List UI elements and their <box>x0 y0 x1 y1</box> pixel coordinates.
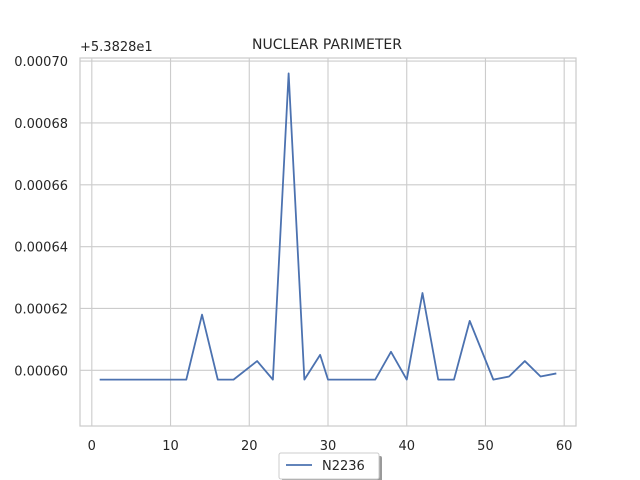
y-axis-offset-label: +5.3828e1 <box>80 40 153 55</box>
legend[interactable]: N2236 <box>278 452 382 480</box>
x-axis-ticks: 0 10 20 30 40 50 60 <box>88 439 573 454</box>
x-tick-label: 20 <box>241 439 258 454</box>
legend-label: N2236 <box>322 459 365 474</box>
y-axis-ticks: 0.00060 0.00062 0.00064 0.00066 0.00068 0.000… <box>14 55 68 379</box>
y-tick-label: 0.00070 <box>14 55 68 70</box>
y-tick-label: 0.00062 <box>14 302 68 317</box>
grid <box>80 58 576 426</box>
series-layer <box>99 72 557 381</box>
y-tick-label: 0.00060 <box>14 364 68 379</box>
x-tick-label: 30 <box>320 439 337 454</box>
x-tick-label: 60 <box>556 439 573 454</box>
x-tick-label: 0 <box>88 439 96 454</box>
plot-frame <box>79 57 577 427</box>
y-tick-label: 0.00068 <box>14 117 68 132</box>
x-tick-label: 10 <box>162 439 179 454</box>
series-line-n2236 <box>99 72 557 381</box>
y-tick-label: 0.00064 <box>14 241 68 256</box>
chart-title: NUCLEAR PARIMETER <box>252 37 402 53</box>
legend-box <box>278 452 380 480</box>
y-tick-label: 0.00066 <box>14 179 68 194</box>
x-tick-label: 50 <box>477 439 494 454</box>
x-tick-label: 40 <box>398 439 415 454</box>
